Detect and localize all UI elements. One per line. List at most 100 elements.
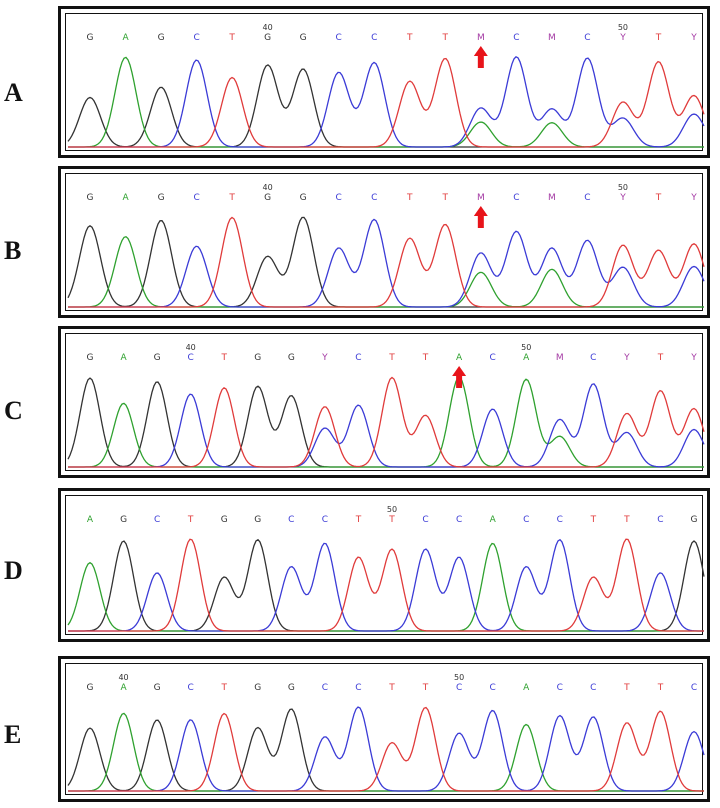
base-call: T [590, 515, 597, 525]
base-call: M [556, 353, 564, 363]
base-call: C [584, 33, 590, 43]
base-call: M [548, 33, 556, 43]
chromatogram-trace-b: G A G C T G G C C T T M C M C Y T Y 40 50 [67, 183, 705, 308]
trace-channel-t [68, 57, 705, 148]
position-marker: 50 [618, 183, 628, 192]
base-call: Y [690, 353, 697, 363]
base-call: G [288, 683, 295, 693]
base-call: C [336, 193, 342, 203]
panel-label-c: C [4, 396, 23, 425]
chromatogram-trace-e: G A G C T G G C C T T C C A C C T T C 40 50 [67, 673, 705, 792]
base-call: A [120, 683, 127, 693]
chromatogram-trace-c: G A G C T G G Y C T T A C A M C Y T Y 40 50 [67, 343, 705, 468]
base-call: Y [623, 353, 630, 363]
base-call: G [288, 353, 295, 363]
base-call: C [322, 515, 328, 525]
base-call: T [355, 515, 362, 525]
chromatogram-frame-e: G A G C T G G C C T T C C A C C T T C 40 50 [58, 656, 710, 802]
base-call: C [590, 353, 596, 363]
base-call: G [154, 353, 161, 363]
base-call: M [548, 193, 556, 203]
position-marker: 40 [263, 183, 273, 192]
base-call: A [87, 515, 94, 525]
base-call: T [657, 683, 664, 693]
base-call: C [154, 515, 160, 525]
base-call: G [254, 515, 261, 525]
base-call: Y [619, 33, 626, 43]
base-call: A [523, 683, 530, 693]
panel-label-d: D [4, 556, 23, 585]
chromatogram-trace-a: G A G C T G G C C T T M C M C Y T Y 40 50 [67, 23, 705, 148]
base-call: C [584, 193, 590, 203]
trace-channel-t [68, 538, 704, 632]
trace-channel-c [68, 706, 705, 792]
trace-channel-a [68, 235, 704, 308]
base-call: G [87, 33, 94, 43]
position-marker: 50 [618, 23, 628, 32]
base-call: Y [690, 193, 697, 203]
trace-channel-c [68, 383, 705, 468]
base-call: G [264, 33, 271, 43]
position-marker: 40 [186, 343, 196, 352]
chromatogram-panel-e: G A G C T G G C C T T C C A C C T T C 40 50 [65, 663, 705, 795]
base-call: C [456, 683, 462, 693]
base-call: C [288, 515, 294, 525]
base-call: G [120, 515, 127, 525]
base-call: C [513, 33, 519, 43]
base-call: T [220, 353, 227, 363]
base-call: G [300, 193, 307, 203]
trace-channel-t [68, 706, 704, 792]
mutation-arrow-icon [473, 206, 488, 228]
trace-channel-c [68, 218, 705, 308]
base-call: T [406, 33, 413, 43]
base-call: Y [690, 33, 697, 43]
base-call: G [87, 683, 94, 693]
base-call: C [188, 353, 194, 363]
base-call: G [254, 683, 261, 693]
base-call: T [228, 193, 235, 203]
trace-channel-t [68, 216, 705, 308]
base-call: T [388, 515, 395, 525]
chromatogram-trace-d: A G C T G G C C T T C C A C C T T C G 50 [67, 505, 705, 632]
base-call: C [371, 33, 377, 43]
base-call: C [691, 683, 697, 693]
base-call: C [371, 193, 377, 203]
base-call: C [490, 353, 496, 363]
base-call: T [655, 193, 662, 203]
base-call: G [300, 33, 307, 43]
base-call: C [355, 353, 361, 363]
chromatogram-panel-b: G A G C T G G C C T T M C M C Y T Y 40 50 [65, 173, 705, 311]
mutation-arrow-icon [473, 46, 488, 68]
base-call: C [193, 193, 199, 203]
chromatogram-panel-c: G A G C T G G Y C T T A C A M C Y T Y 40 50 [65, 333, 705, 471]
base-call: C [523, 515, 529, 525]
position-marker: 50 [521, 343, 531, 352]
base-call: C [557, 683, 563, 693]
trace-channel-t [68, 376, 705, 468]
chromatogram-frame-b: G A G C T G G C C T T M C M C Y T Y 40 50 [58, 166, 710, 318]
base-call: C [322, 683, 328, 693]
base-call: C [456, 515, 462, 525]
base-call: C [355, 683, 361, 693]
base-call: G [221, 515, 228, 525]
base-call: C [336, 33, 342, 43]
base-call: T [442, 33, 449, 43]
base-call: C [557, 515, 563, 525]
base-call: T [388, 683, 395, 693]
base-call: A [490, 515, 497, 525]
base-call: T [657, 353, 664, 363]
base-call: G [691, 515, 698, 525]
chromatogram-panel-d: A G C T G G C C T T C C A C C T T C G 50 [65, 495, 705, 635]
base-call: C [490, 683, 496, 693]
base-call: C [188, 683, 194, 693]
base-call: T [422, 353, 429, 363]
base-call: G [87, 353, 94, 363]
base-call: A [523, 353, 530, 363]
base-call: C [590, 683, 596, 693]
base-call: A [122, 33, 129, 43]
base-call: T [623, 683, 630, 693]
chromatogram-frame-a: G A G C T G G C C T T M C M C Y T Y 40 50 [58, 6, 710, 158]
base-call: M [477, 33, 485, 43]
base-call: T [406, 193, 413, 203]
base-call: Y [321, 353, 328, 363]
